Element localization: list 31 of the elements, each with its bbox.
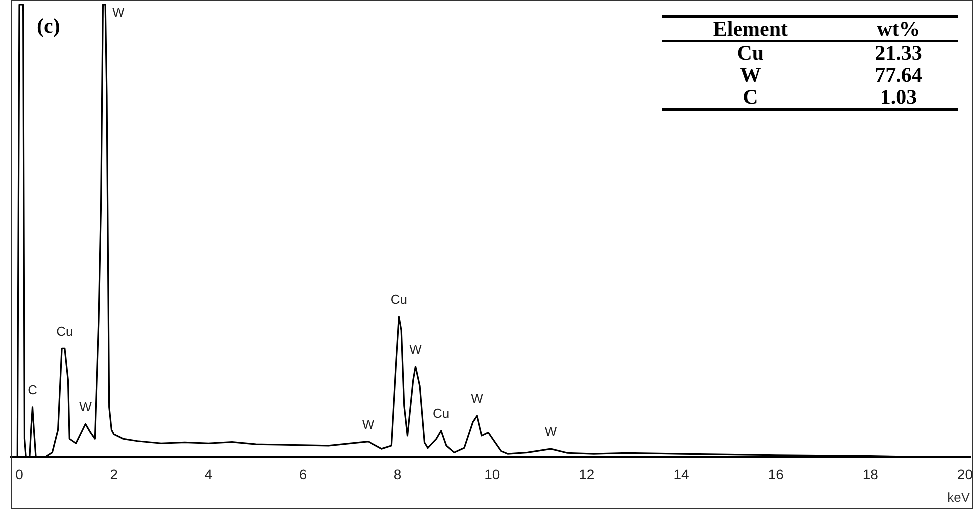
annotation: Cu [736,41,766,65]
annotation: W [80,399,93,414]
annotation: W [471,391,484,406]
annotation: W [544,424,558,440]
annotation: Cu [390,292,408,308]
annotation: 77.64 [874,63,924,87]
x-tick-label: 10 [484,466,500,482]
x-tick-label: 6 [299,466,308,482]
x-tick-label: 12 [579,466,595,482]
annotation: 1.03 [839,85,958,110]
x-tick-label: 0 [16,466,24,482]
x-axis-title: keV [948,490,970,505]
x-tick-label: 18 [862,466,879,482]
annotation: Cu [56,324,74,339]
x-tick-label: 2 [110,466,118,482]
x-tick-label: 14 [674,466,690,482]
annotation: Element [662,16,840,41]
annotation: W [410,342,423,357]
chart-title: (c) [37,14,60,39]
annotation: W [739,63,762,87]
x-tick-label: 4 [204,466,213,482]
annotation: wt% [839,16,958,41]
annotation: C [28,382,38,398]
annotation: W [362,416,376,432]
x-tick-label: 16 [768,466,784,482]
annotation: Cu [432,406,450,422]
annotation: 21.33 [874,41,924,65]
annotation: W [112,5,126,20]
annotation: C [662,85,840,110]
x-tick-label: 20 [957,466,974,482]
x-tick-label: 8 [394,466,402,482]
